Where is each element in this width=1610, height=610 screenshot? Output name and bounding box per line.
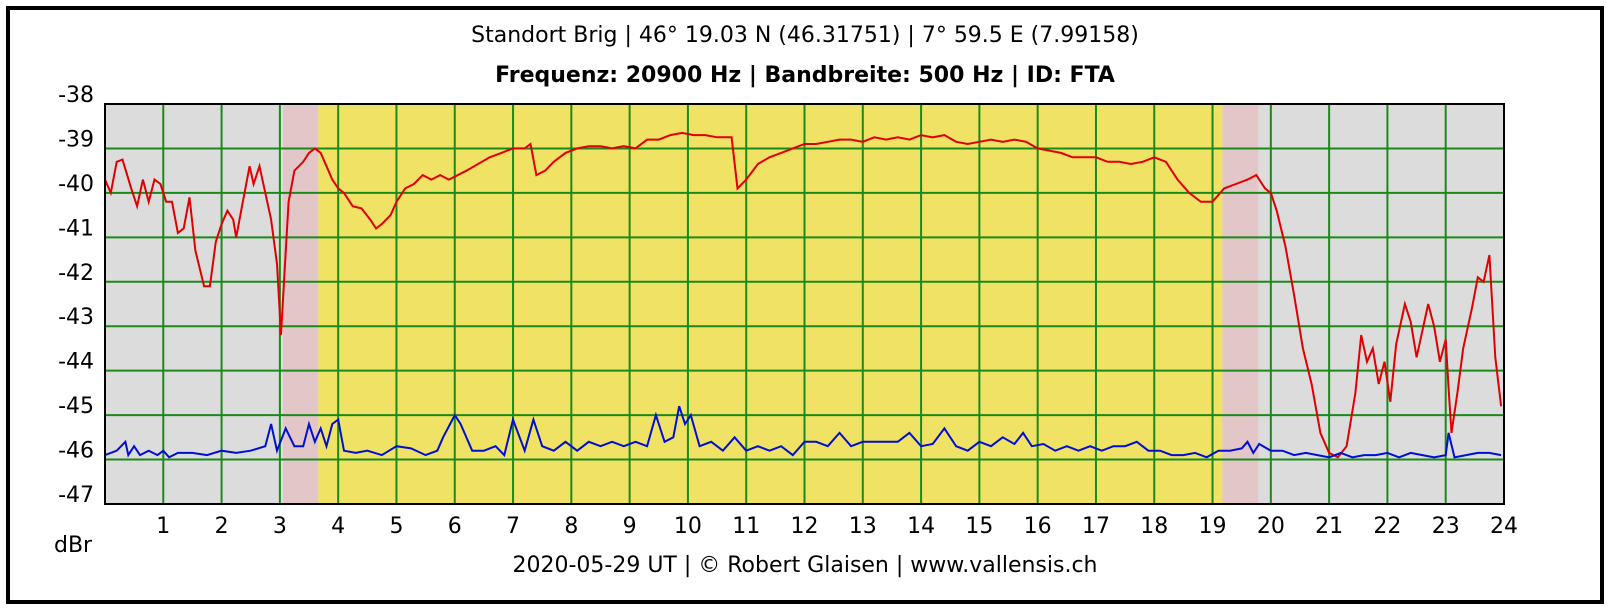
y-tick-label: -43	[58, 305, 94, 330]
x-tick-label: 13	[849, 514, 877, 539]
x-tick-label: 8	[564, 514, 578, 539]
x-tick-label: 5	[389, 514, 403, 539]
x-tick-label: 17	[1082, 514, 1110, 539]
y-tick-label: -47	[58, 483, 94, 508]
y-tick-label: -39	[58, 127, 94, 152]
y-tick-label: -42	[58, 261, 94, 286]
x-tick-label: 4	[331, 514, 345, 539]
x-tick-label: 15	[965, 514, 993, 539]
footer: 2020-05-29 UT | © Robert Glaisen | www.v…	[512, 553, 1097, 578]
x-tick-label: 1	[156, 514, 170, 539]
x-tick-label: 3	[273, 514, 287, 539]
x-tick-label: 20	[1257, 514, 1285, 539]
x-tick-label: 2	[215, 514, 229, 539]
y-axis-label: dBr	[54, 533, 93, 558]
x-tick-label: 19	[1199, 514, 1227, 539]
x-tick-label: 9	[623, 514, 637, 539]
x-tick-label: 6	[448, 514, 462, 539]
y-tick-label: -45	[58, 394, 94, 419]
x-tick-label: 14	[907, 514, 935, 539]
y-tick-label: -46	[58, 439, 94, 464]
y-tick-label: -40	[58, 172, 94, 197]
time-band	[1222, 104, 1259, 504]
x-tick-label: 11	[732, 514, 760, 539]
x-tick-label: 12	[791, 514, 819, 539]
x-tick-label: 10	[674, 514, 702, 539]
x-tick-label: 21	[1315, 514, 1343, 539]
plot-border	[104, 103, 1505, 505]
time-band	[318, 104, 1223, 504]
x-tick-label: 18	[1140, 514, 1168, 539]
x-tick-label: 7	[506, 514, 520, 539]
x-tick-label: 23	[1432, 514, 1460, 539]
chart-title: Standort Brig | 46° 19.03 N (46.31751) |…	[471, 23, 1139, 48]
x-tick-label: 16	[1024, 514, 1052, 539]
y-tick-label: -44	[58, 350, 94, 375]
time-band	[1258, 104, 1504, 504]
x-tick-label: 24	[1490, 514, 1518, 539]
y-tick-label: -38	[58, 83, 94, 108]
series-line	[104, 131, 1503, 459]
chart-subtitle: Frequenz: 20900 Hz | Bandbreite: 500 Hz …	[495, 63, 1115, 88]
y-tick-label: -41	[58, 216, 94, 241]
series-line	[104, 405, 1502, 459]
time-band	[105, 104, 283, 504]
x-tick-label: 22	[1373, 514, 1401, 539]
